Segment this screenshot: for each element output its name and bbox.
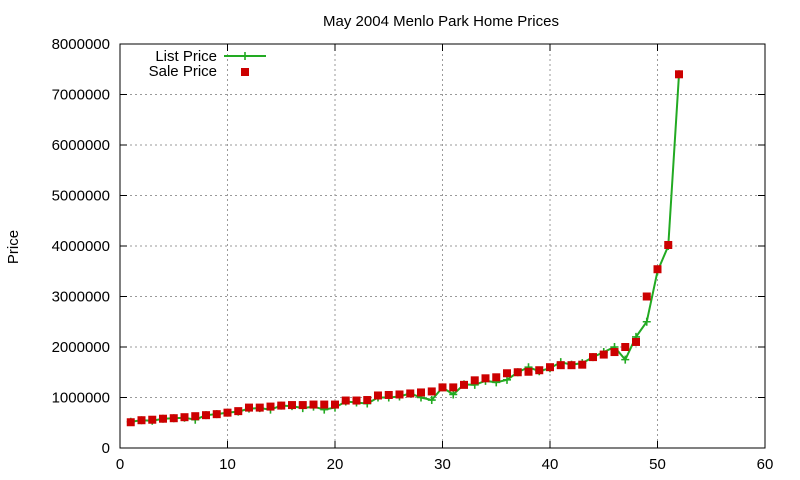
sale-price-point xyxy=(556,361,565,370)
list-price-point xyxy=(642,317,651,326)
sale-price-point xyxy=(567,361,576,370)
sale-price-point xyxy=(503,369,511,378)
sale-price-point xyxy=(546,363,554,372)
list-price-point xyxy=(449,390,458,399)
sale-price-point xyxy=(331,400,339,409)
list-price-point xyxy=(621,355,630,364)
sale-price-point xyxy=(417,388,425,397)
sale-price-point xyxy=(320,400,329,409)
sale-price-point xyxy=(492,373,501,382)
sale-price-point xyxy=(664,240,673,249)
legend-label-sale-price: Sale Price xyxy=(149,63,217,80)
sale-price-point xyxy=(460,380,468,389)
sale-price-point xyxy=(599,350,608,359)
x-tick-label: 20 xyxy=(327,456,344,473)
sale-price-point xyxy=(148,415,157,424)
sale-price-point xyxy=(449,383,458,392)
sale-price-point xyxy=(481,374,490,383)
sale-price-point xyxy=(223,408,232,417)
sale-price-point xyxy=(288,401,296,410)
sale-price-point xyxy=(266,402,275,411)
sale-price-point xyxy=(255,403,264,412)
sale-price-point xyxy=(202,411,210,420)
y-tick-label: 8000000 xyxy=(52,36,110,53)
sale-price-point xyxy=(212,410,221,419)
sale-price-point xyxy=(621,343,630,351)
sale-price-point xyxy=(234,407,243,416)
sale-price-point xyxy=(578,360,587,369)
series-layer xyxy=(126,70,683,427)
y-tick-label: 5000000 xyxy=(52,188,110,205)
sale-price-point xyxy=(191,412,200,421)
sale-price-point xyxy=(374,391,382,400)
sale-price-point xyxy=(675,70,683,79)
x-tick-label: 10 xyxy=(219,456,236,473)
sale-price-point xyxy=(524,367,533,376)
chart-title: May 2004 Menlo Park Home Prices xyxy=(323,13,559,30)
sale-price-point xyxy=(363,396,372,405)
x-tick-label: 30 xyxy=(434,456,451,473)
sale-price-point xyxy=(438,383,447,392)
x-tick-label: 50 xyxy=(649,456,666,473)
sale-price-point xyxy=(245,403,253,412)
tick-layer: 0 10 20 30 40 50 60 0 1000000 2000000 3000000 40000… xyxy=(52,36,774,473)
y-tick-label: 4000000 xyxy=(52,238,110,255)
sale-price-point xyxy=(535,366,544,375)
y-tick-label: 3000000 xyxy=(52,289,110,306)
sale-price-point xyxy=(159,414,167,423)
sale-price-point xyxy=(470,376,479,385)
sale-price-point xyxy=(352,396,361,405)
x-tick-label: 0 xyxy=(116,456,124,473)
sale-price-point xyxy=(341,396,350,405)
y-tick-label: 1000000 xyxy=(52,390,110,407)
x-tick-label: 60 xyxy=(757,456,774,473)
y-tick-label: 6000000 xyxy=(52,137,110,154)
sale-price-point xyxy=(406,389,415,398)
sale-price-point xyxy=(632,337,640,346)
legend-label-list-price: List Price xyxy=(155,48,217,65)
legend-marker-list-price xyxy=(241,52,249,60)
sale-price-point xyxy=(653,265,662,274)
sale-price-point xyxy=(298,401,307,410)
sale-price-point xyxy=(180,413,189,422)
grid-lines xyxy=(120,44,765,448)
legend-marker-sale-price xyxy=(241,68,249,76)
y-tick-label: 2000000 xyxy=(52,339,110,356)
y-tick-label: 7000000 xyxy=(52,87,110,104)
sale-price-point xyxy=(277,401,286,410)
sale-price-point xyxy=(610,348,619,357)
sale-price-point xyxy=(126,418,135,427)
sale-price-point xyxy=(513,368,522,377)
sale-price-point xyxy=(169,414,178,423)
x-tick-label: 40 xyxy=(542,456,559,473)
sale-price-point xyxy=(427,387,436,396)
sale-price-point xyxy=(384,390,393,399)
sale-price-point xyxy=(309,400,318,409)
list-price-line xyxy=(130,74,680,423)
sale-price-point xyxy=(589,353,597,362)
sale-price-point xyxy=(642,292,651,301)
list-price-point xyxy=(427,396,436,405)
y-axis-label: Price xyxy=(5,230,22,264)
sale-price-point xyxy=(137,416,146,425)
sale-price-point xyxy=(395,390,404,399)
y-tick-label: 0 xyxy=(102,440,110,457)
